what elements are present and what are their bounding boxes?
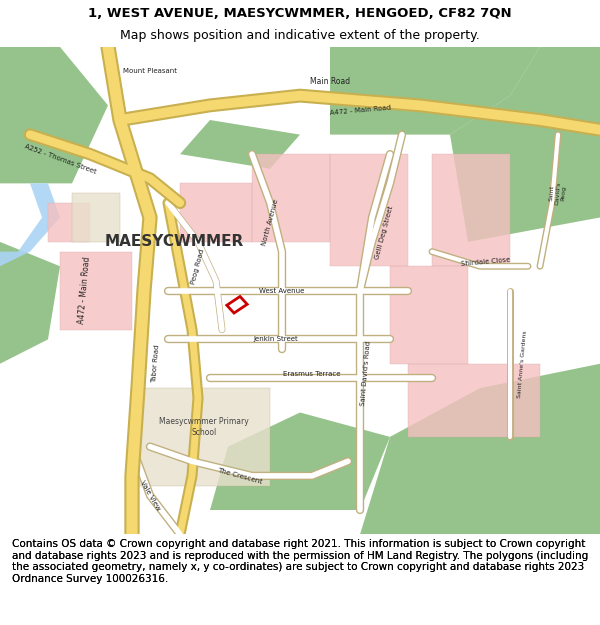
Polygon shape bbox=[180, 183, 252, 242]
Text: Main Road: Main Road bbox=[310, 76, 350, 86]
Polygon shape bbox=[48, 203, 90, 242]
Polygon shape bbox=[360, 364, 600, 534]
Polygon shape bbox=[330, 47, 540, 134]
Polygon shape bbox=[0, 47, 108, 183]
Polygon shape bbox=[210, 412, 390, 510]
Polygon shape bbox=[180, 120, 300, 169]
Polygon shape bbox=[450, 47, 600, 242]
Text: Tabor Road: Tabor Road bbox=[151, 344, 161, 383]
Text: Contains OS data © Crown copyright and database right 2021. This information is : Contains OS data © Crown copyright and d… bbox=[12, 539, 588, 584]
Polygon shape bbox=[252, 154, 330, 242]
Text: 1, WEST AVENUE, MAESYCWMMER, HENGOED, CF82 7QN: 1, WEST AVENUE, MAESYCWMMER, HENGOED, CF… bbox=[88, 7, 512, 19]
Text: Mount Pleasant: Mount Pleasant bbox=[123, 68, 177, 74]
Text: The Crescent: The Crescent bbox=[217, 467, 263, 485]
Text: Saint
David's
Peog: Saint David's Peog bbox=[549, 181, 567, 206]
Polygon shape bbox=[390, 266, 468, 364]
Text: West Avenue: West Avenue bbox=[259, 288, 305, 294]
Text: Shirdale Close: Shirdale Close bbox=[461, 256, 511, 266]
Text: Contains OS data © Crown copyright and database right 2021. This information is : Contains OS data © Crown copyright and d… bbox=[12, 539, 588, 584]
Polygon shape bbox=[408, 364, 540, 437]
Text: Gelli Deg Street: Gelli Deg Street bbox=[374, 205, 394, 259]
Polygon shape bbox=[132, 388, 270, 486]
Text: Jenkin Street: Jenkin Street bbox=[254, 336, 298, 342]
Text: Peog Road: Peog Road bbox=[190, 248, 206, 284]
Polygon shape bbox=[72, 193, 120, 242]
Polygon shape bbox=[60, 252, 132, 329]
Text: Vale View: Vale View bbox=[139, 479, 161, 511]
Text: North Avenue: North Avenue bbox=[261, 199, 279, 246]
Text: A472 - Main Road: A472 - Main Road bbox=[329, 104, 391, 116]
Text: MAESYCWMMER: MAESYCWMMER bbox=[104, 234, 244, 249]
Polygon shape bbox=[432, 154, 510, 266]
Polygon shape bbox=[0, 242, 60, 364]
Polygon shape bbox=[0, 183, 60, 266]
Text: Saint David's Road: Saint David's Road bbox=[360, 341, 372, 406]
Text: Maesycwmmer Primary
School: Maesycwmmer Primary School bbox=[159, 418, 249, 437]
Text: Map shows position and indicative extent of the property.: Map shows position and indicative extent… bbox=[120, 29, 480, 42]
Text: Saint Anne's Gardens: Saint Anne's Gardens bbox=[517, 330, 527, 398]
Polygon shape bbox=[330, 154, 408, 266]
Text: Erasmus Terrace: Erasmus Terrace bbox=[283, 371, 341, 376]
Text: A252 - Thomas Street: A252 - Thomas Street bbox=[23, 143, 97, 175]
Text: A472 - Main Road: A472 - Main Road bbox=[77, 257, 91, 324]
